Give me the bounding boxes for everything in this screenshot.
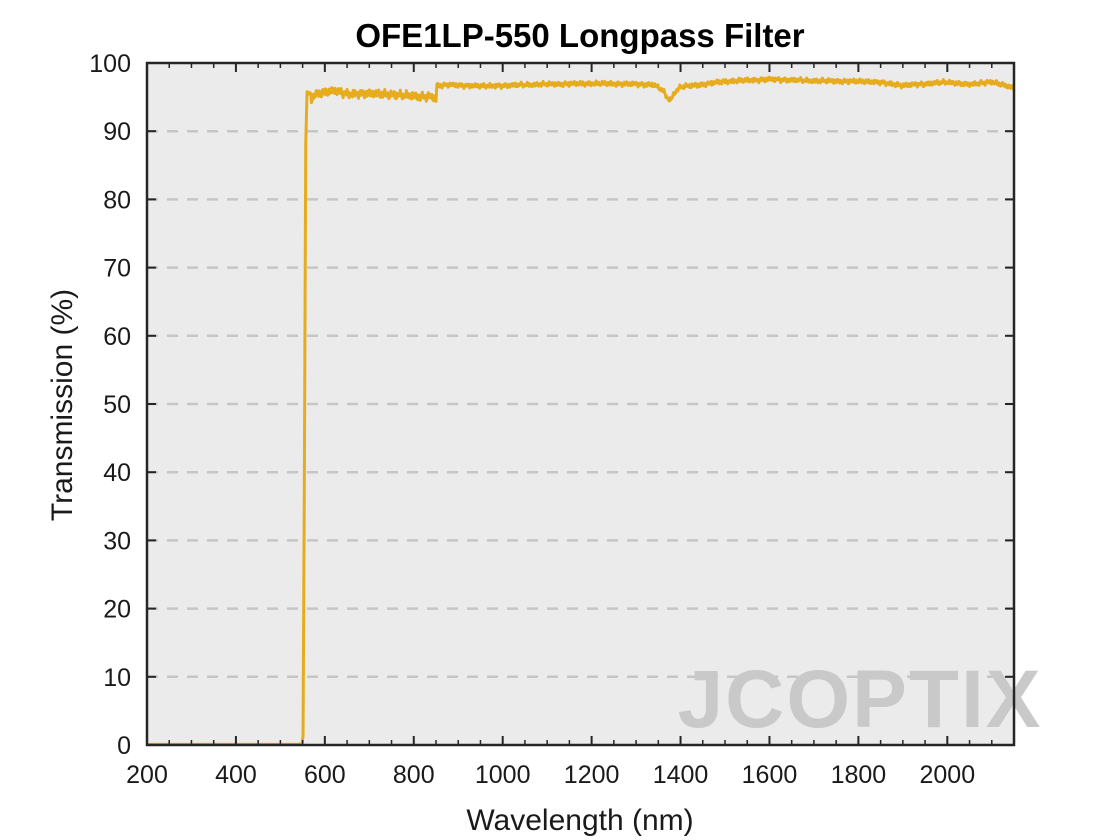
x-tick-label-600: 600 [304,761,346,789]
x-tick-label-400: 400 [215,761,257,789]
y-axis-label: Transmission (%) [46,289,79,521]
x-tick-label-1200: 1200 [564,761,620,789]
watermark-text: JCOPTIX [678,654,1043,745]
watermark: JCOPTIX [678,654,1043,745]
x-tick-label-1600: 1600 [742,761,798,789]
y-tick-label-40: 40 [103,459,131,487]
y-tick-label-30: 30 [103,527,131,555]
y-tick-label-60: 60 [103,323,131,351]
y-tick-label-50: 50 [103,391,131,419]
x-tick-label-2000: 2000 [919,761,975,789]
x-tick-labels: 200 400 600 800 1000 1200 1400 1600 1800 2000 [126,761,975,789]
y-tick-label-10: 10 [103,664,131,692]
gridlines [147,129,1014,679]
y-tick-labels: 0 10 20 30 40 50 60 70 80 90 100 [89,50,131,760]
x-tick-label-200: 200 [126,761,168,789]
axes [145,61,1016,747]
y-tick-label-0: 0 [117,732,131,760]
y-tick-label-80: 80 [103,186,131,214]
x-axis-label: Wavelength (nm) [466,804,693,837]
y-tick-label-90: 90 [103,118,131,146]
x-tick-label-1400: 1400 [653,761,709,789]
chart-title: OFE1LP-550 Longpass Filter [355,17,804,54]
x-tick-label-1000: 1000 [475,761,531,789]
y-tick-label-100: 100 [89,50,131,78]
x-tick-label-1800: 1800 [831,761,887,789]
x-tick-label-800: 800 [393,761,435,789]
y-tick-label-70: 70 [103,255,131,283]
y-tick-label-20: 20 [103,596,131,624]
